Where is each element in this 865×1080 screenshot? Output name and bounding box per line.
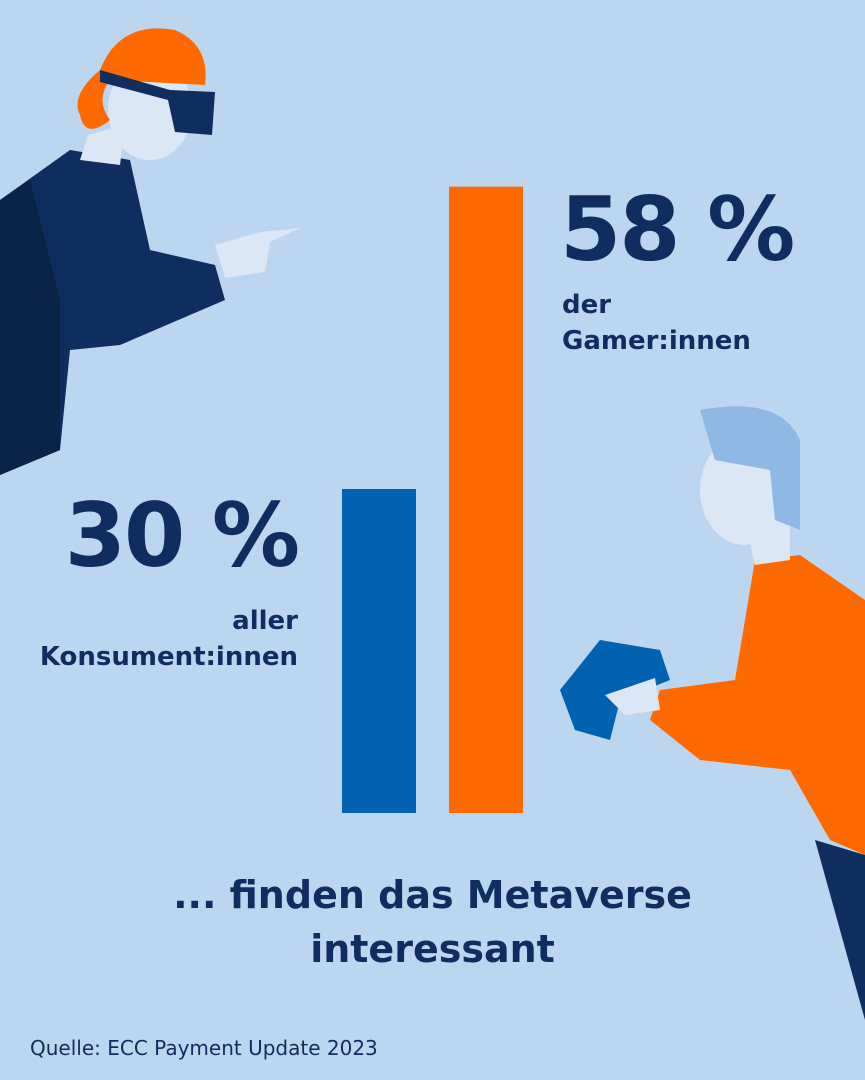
bar (342, 489, 416, 813)
man-hair (700, 406, 800, 530)
man-sweater (650, 555, 865, 855)
source: Quelle: ECC Payment Update 2023 (30, 1036, 378, 1060)
category-label: aller Konsument:innen (39, 606, 298, 672)
value-label: 30 % (64, 484, 300, 587)
man-legs (815, 840, 865, 1020)
woman-back (0, 180, 60, 475)
game-controller (560, 640, 670, 740)
woman-hair (77, 28, 206, 129)
vr-headset (100, 70, 215, 135)
category-label: der Gamer:innen (562, 290, 751, 356)
caption: ... finden das Metaverse interessant (173, 873, 692, 971)
value-label: 58 % (560, 178, 795, 281)
man-hand (605, 678, 660, 715)
bar (449, 186, 523, 814)
woman-hand (215, 228, 300, 278)
